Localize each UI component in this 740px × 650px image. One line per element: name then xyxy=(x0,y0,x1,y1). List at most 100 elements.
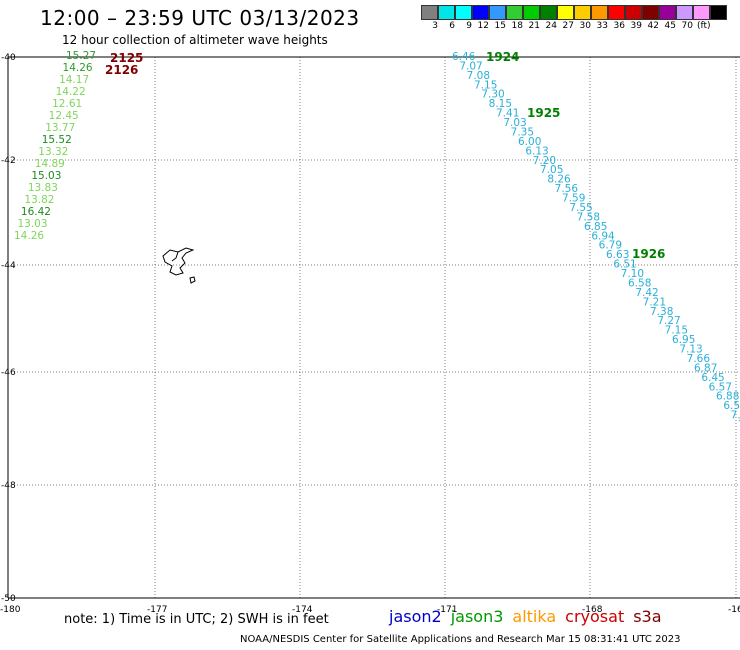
wave-height-value: 6.51 xyxy=(613,259,636,271)
scale-label: 30 xyxy=(579,21,591,31)
color-scale-labels: 3 6 9 12 15 18 21 24 27 30 33 36 39 42 45 70 (ft) xyxy=(421,21,717,31)
wave-height-value: 14.26 xyxy=(63,62,93,74)
scale-swatch xyxy=(540,5,557,20)
map-subtitle: 12 hour collection of altimeter wave hei… xyxy=(62,33,328,47)
wave-height-value: 7.58 xyxy=(577,211,600,223)
scale-label: 70 xyxy=(681,21,693,31)
wave-height-value: 7.15 xyxy=(665,325,688,337)
scale-label: 45 xyxy=(664,21,676,31)
wave-height-value: 7.30 xyxy=(481,89,504,101)
scale-swatch xyxy=(506,5,523,20)
longitude-label: -174 xyxy=(292,605,313,615)
color-scale xyxy=(421,5,727,20)
wave-height-value: 13.03 xyxy=(17,218,47,230)
wave-height-value: 7.15 xyxy=(474,79,497,91)
wave-height-value: 8.26 xyxy=(547,174,571,186)
scale-label: 21 xyxy=(528,21,540,31)
wave-height-value: 6.46 xyxy=(452,51,476,63)
wave-height-value: 16.42 xyxy=(21,206,51,218)
map-frame xyxy=(7,56,740,599)
wave-height-value: 6.85 xyxy=(584,221,607,233)
scale-label: 36 xyxy=(613,21,625,31)
wave-height-value: 7.27 xyxy=(657,315,680,327)
scale-swatch xyxy=(710,5,727,20)
scale-label: 27 xyxy=(562,21,574,31)
scale-swatch xyxy=(472,5,489,20)
wave-height-value: 7.03 xyxy=(503,117,526,129)
wave-height-value: 12.61 xyxy=(52,98,82,110)
scale-label: 3 xyxy=(432,21,438,31)
time-label: 1925 xyxy=(527,106,560,120)
wave-height-value: 12.45 xyxy=(49,110,79,122)
scale-label: 15 xyxy=(494,21,506,31)
scale-label: 6 xyxy=(449,21,455,31)
legend-s3a: s3a xyxy=(633,607,662,626)
wave-height-value: 6.94 xyxy=(591,230,615,242)
wave-height-value: 6.13 xyxy=(525,145,548,157)
scale-label: 42 xyxy=(647,21,659,31)
latitude-label: -42 xyxy=(1,156,16,166)
wave-height-value: 6.95 xyxy=(672,334,695,346)
scale-swatch xyxy=(421,5,438,20)
latitude-label: -48 xyxy=(1,481,16,491)
latitude-label: -44 xyxy=(1,261,16,271)
time-label: 2126 xyxy=(105,63,138,77)
longitude-labels: -180 -177 -174 -171 -168 -16 xyxy=(0,605,740,615)
wave-height-value: 6.56 xyxy=(723,400,740,412)
wave-height-value: 13.77 xyxy=(45,122,75,134)
east-track: 6.467.077.087.157.308.157.417.037.356.00… xyxy=(452,50,740,431)
latitude-label: -46 xyxy=(1,368,16,378)
wave-height-value: 7.21 xyxy=(643,296,666,308)
legend-altika: altika xyxy=(512,607,557,626)
footer-credit: NOAA/NESDIS Center for Satellite Applica… xyxy=(240,634,681,645)
scale-label: 12 xyxy=(477,21,489,31)
scale-swatch xyxy=(591,5,608,20)
satellite-legend: jason2 jason3 altika cryosat s3a xyxy=(389,607,662,626)
legend-jason3: jason3 xyxy=(450,607,504,626)
wave-height-value: 7.35 xyxy=(511,126,534,138)
gridlines xyxy=(8,57,740,598)
wave-height-value: 7.41 xyxy=(496,108,519,120)
wave-height-value: 7.07 xyxy=(459,60,482,72)
wave-height-value: 6.79 xyxy=(599,240,622,252)
wave-height-value: 14.26 xyxy=(14,230,44,242)
wave-height-value: 6.87 xyxy=(694,362,717,374)
island-outline xyxy=(162,247,196,284)
wave-height-value: 7.42 xyxy=(635,287,658,299)
scale-label: 24 xyxy=(545,21,557,31)
scale-label: 33 xyxy=(596,21,608,31)
scale-label: 18 xyxy=(511,21,523,31)
scale-swatch xyxy=(693,5,710,20)
scale-swatch xyxy=(608,5,625,20)
time-label: 1926 xyxy=(632,247,665,261)
wave-height-value: 13.32 xyxy=(38,146,68,158)
longitude-label: -168 xyxy=(582,605,603,615)
wave-height-value: 6.57 xyxy=(709,381,732,393)
wave-height-value: 8.15 xyxy=(489,98,512,110)
wave-height-value: 7.05 xyxy=(540,164,563,176)
wave-height-value: 6.00 xyxy=(518,136,541,148)
scale-swatch xyxy=(574,5,591,20)
scale-swatch xyxy=(676,5,693,20)
scale-swatch xyxy=(659,5,676,20)
wave-height-value: 7 xyxy=(738,419,740,431)
wave-height-value: 7.66 xyxy=(687,353,711,365)
west-track: 15.2714.2614.1714.2212.6112.4513.7715.52… xyxy=(14,50,143,242)
wave-height-value: 7.38 xyxy=(650,306,673,318)
map-title: 12:00 – 23:59 UTC 03/13/2023 xyxy=(40,6,360,30)
wave-height-value: 15.52 xyxy=(42,134,72,146)
time-label: 2125 xyxy=(110,51,143,65)
latitude-label: -40 xyxy=(1,53,16,63)
wave-height-value: 6.63 xyxy=(606,249,629,261)
scale-swatch xyxy=(455,5,472,20)
latitude-label: -50 xyxy=(1,594,16,604)
scale-label: 9 xyxy=(466,21,472,31)
scale-label: (ft) xyxy=(697,21,711,31)
note-text: note: 1) Time is in UTC; 2) SWH is in fe… xyxy=(64,612,329,627)
wave-height-value: 7.13 xyxy=(679,344,702,356)
wave-height-value: 15.27 xyxy=(66,50,96,62)
longitude-label: -177 xyxy=(147,605,167,615)
wave-height-value: 7. xyxy=(731,410,740,422)
scale-swatch xyxy=(642,5,659,20)
